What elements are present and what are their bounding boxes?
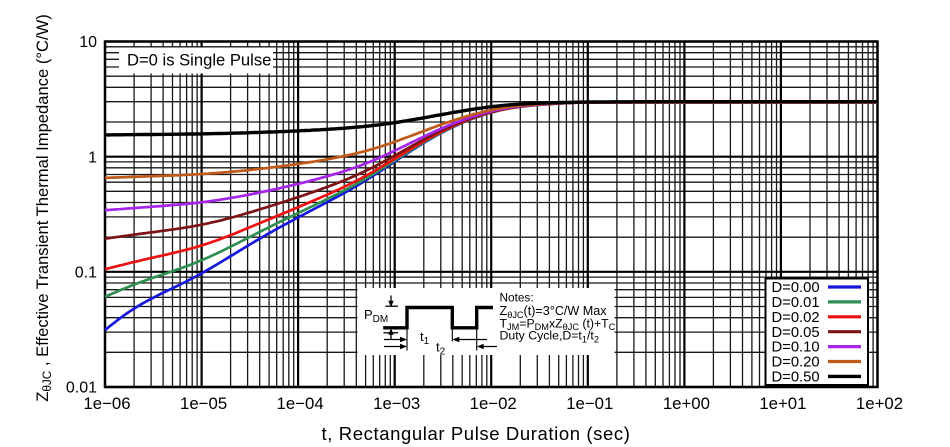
svg-text:Notes:: Notes:	[500, 291, 534, 305]
svg-text:ZθJC , Effective Transient The: ZθJC , Effective Transient Thermal Imped…	[33, 14, 54, 402]
svg-text:D=0.50: D=0.50	[772, 370, 820, 386]
svg-text:TJM=PDMxZθJC (t)+TC: TJM=PDMxZθJC (t)+TC	[500, 316, 616, 332]
svg-text:D=0.20: D=0.20	[772, 355, 820, 371]
svg-text:Duty Cycle,D=t1/t2: Duty Cycle,D=t1/t2	[500, 329, 599, 345]
svg-text:1e−02: 1e−02	[470, 394, 517, 413]
svg-text:1e−06: 1e−06	[83, 394, 130, 413]
svg-text:D=0.01: D=0.01	[772, 295, 820, 311]
svg-text:1e−05: 1e−05	[180, 394, 227, 413]
svg-text:10: 10	[79, 34, 97, 51]
svg-text:1e−01: 1e−01	[566, 394, 613, 413]
svg-text:t2: t2	[436, 340, 446, 358]
svg-text:1e+00: 1e+00	[663, 394, 710, 413]
svg-text:D=0.02: D=0.02	[772, 310, 820, 326]
svg-text:D=0.05: D=0.05	[772, 325, 820, 341]
svg-text:1: 1	[88, 149, 97, 166]
svg-text:1e−04: 1e−04	[277, 394, 324, 413]
svg-text:t, Rectangular Pulse Duration: t, Rectangular Pulse Duration (sec)	[322, 423, 631, 444]
svg-text:t1: t1	[420, 329, 430, 347]
svg-text:1e−03: 1e−03	[373, 394, 420, 413]
svg-text:D=0.10: D=0.10	[772, 340, 820, 356]
svg-text:0.01: 0.01	[66, 380, 97, 397]
svg-text:ZθJC(t)=3°C/W Max: ZθJC(t)=3°C/W Max	[500, 304, 608, 320]
svg-text:0.1: 0.1	[75, 265, 97, 282]
svg-text:D=0 is Single Pulse: D=0 is Single Pulse	[127, 51, 271, 70]
svg-text:1e+01: 1e+01	[759, 394, 806, 413]
svg-text:1e+02: 1e+02	[856, 394, 903, 413]
svg-text:D=0.00: D=0.00	[772, 280, 820, 296]
